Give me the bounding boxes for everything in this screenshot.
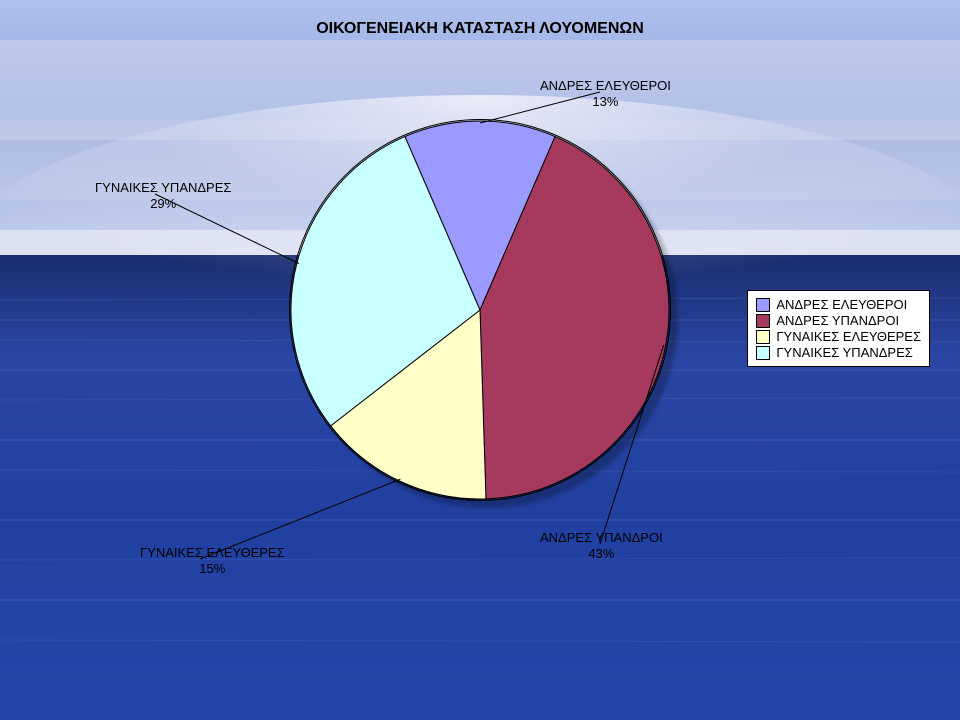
slice-callout: ΑΝΔΡΕΣ ΥΠΑΝΔΡΟΙ43%: [540, 530, 663, 563]
legend-label: ΑΝΔΡΕΣ ΕΛΕΥΘΕΡΟΙ: [776, 297, 907, 312]
callout-label: ΑΝΔΡΕΣ ΥΠΑΝΔΡΟΙ: [540, 530, 663, 546]
pie-chart: [290, 120, 670, 500]
callout-percent: 29%: [95, 196, 231, 212]
legend: ΑΝΔΡΕΣ ΕΛΕΥΘΕΡΟΙΑΝΔΡΕΣ ΥΠΑΝΔΡΟΙΓΥΝΑΙΚΕΣ …: [747, 290, 930, 367]
callout-percent: 15%: [140, 561, 285, 577]
chart-stage: ΟΙΚΟΓΕΝΕΙΑΚΗ ΚΑΤΑΣΤΑΣΗ ΛΟΥΟΜΕΝΩΝ ΑΝΔΡΕΣ …: [0, 0, 960, 720]
callout-label: ΓΥΝΑΙΚΕΣ ΕΛΕΥΘΕΡΕΣ: [140, 545, 285, 561]
callout-percent: 13%: [540, 94, 671, 110]
legend-label: ΓΥΝΑΙΚΕΣ ΕΛΕΥΘΕΡΕΣ: [776, 329, 921, 344]
legend-swatch: [756, 346, 770, 360]
legend-swatch: [756, 330, 770, 344]
callout-label: ΓΥΝΑΙΚΕΣ ΥΠΑΝΔΡΕΣ: [95, 180, 231, 196]
callout-percent: 43%: [540, 546, 663, 562]
slice-callout: ΓΥΝΑΙΚΕΣ ΥΠΑΝΔΡΕΣ29%: [95, 180, 231, 213]
callout-label: ΑΝΔΡΕΣ ΕΛΕΥΘΕΡΟΙ: [540, 78, 671, 94]
legend-item: ΓΥΝΑΙΚΕΣ ΕΛΕΥΘΕΡΕΣ: [756, 329, 921, 344]
legend-item: ΑΝΔΡΕΣ ΥΠΑΝΔΡΟΙ: [756, 313, 921, 328]
slice-callout: ΑΝΔΡΕΣ ΕΛΕΥΘΕΡΟΙ13%: [540, 78, 671, 111]
legend-item: ΑΝΔΡΕΣ ΕΛΕΥΘΕΡΟΙ: [756, 297, 921, 312]
chart-title: ΟΙΚΟΓΕΝΕΙΑΚΗ ΚΑΤΑΣΤΑΣΗ ΛΟΥΟΜΕΝΩΝ: [0, 20, 960, 38]
legend-item: ΓΥΝΑΙΚΕΣ ΥΠΑΝΔΡΕΣ: [756, 345, 921, 360]
legend-label: ΓΥΝΑΙΚΕΣ ΥΠΑΝΔΡΕΣ: [776, 345, 912, 360]
legend-label: ΑΝΔΡΕΣ ΥΠΑΝΔΡΟΙ: [776, 313, 899, 328]
slice-callout: ΓΥΝΑΙΚΕΣ ΕΛΕΥΘΕΡΕΣ15%: [140, 545, 285, 578]
legend-swatch: [756, 314, 770, 328]
legend-swatch: [756, 298, 770, 312]
